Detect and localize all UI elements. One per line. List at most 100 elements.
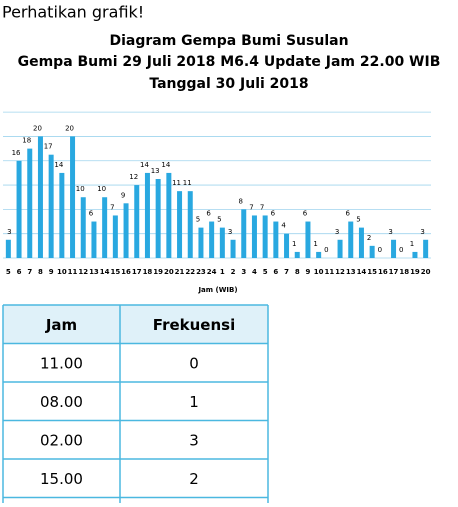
data-label: 3 xyxy=(420,228,424,236)
x-tick-label: 9 xyxy=(306,268,311,276)
table-cell: 0 xyxy=(189,354,199,372)
table-header-bg xyxy=(3,305,268,344)
x-tick-label: 18 xyxy=(399,268,409,276)
x-tick-label: 9 xyxy=(49,268,54,276)
x-tick-label: 13 xyxy=(346,268,356,276)
bar xyxy=(134,185,140,258)
bar xyxy=(262,215,268,258)
table-cell: 02.00 xyxy=(40,431,83,449)
bar xyxy=(230,239,236,258)
bar xyxy=(241,209,247,258)
data-label: 14 xyxy=(140,161,149,169)
x-tick-label: 11 xyxy=(324,268,334,276)
data-label: 11 xyxy=(172,179,181,187)
data-label: 0 xyxy=(399,246,403,254)
x-tick-label: 14 xyxy=(100,268,110,276)
x-tick-label: 18 xyxy=(143,268,153,276)
data-label: 6 xyxy=(303,210,308,218)
x-tick-label: 12 xyxy=(335,268,345,276)
data-label: 18 xyxy=(22,137,31,145)
data-label: 3 xyxy=(228,228,232,236)
x-tick-label: 8 xyxy=(295,268,300,276)
data-label: 6 xyxy=(271,210,276,218)
chart-title: Diagram Gempa Bumi Susulan xyxy=(109,33,348,49)
data-label: 0 xyxy=(378,246,382,254)
x-tick-label: 15 xyxy=(367,268,377,276)
data-label: 4 xyxy=(281,222,286,230)
data-label: 7 xyxy=(260,203,264,211)
bar xyxy=(102,197,108,258)
data-label: 17 xyxy=(44,143,53,151)
bar xyxy=(48,154,54,258)
data-label: 1 xyxy=(410,240,414,248)
x-tick-label: 8 xyxy=(38,268,43,276)
x-tick-label: 5 xyxy=(6,268,11,276)
bar xyxy=(70,136,76,258)
data-label: 7 xyxy=(110,203,114,211)
x-tick-label: 21 xyxy=(175,268,185,276)
bar xyxy=(37,136,43,258)
bar xyxy=(123,203,129,258)
data-label: 14 xyxy=(54,161,63,169)
x-tick-label: 7 xyxy=(27,268,32,276)
chart-title: Tanggal 30 Juli 2018 xyxy=(149,76,308,92)
data-label: 0 xyxy=(324,246,328,254)
table-cell: 2 xyxy=(189,470,199,488)
bar xyxy=(316,251,322,258)
bar xyxy=(391,239,397,258)
x-tick-label: 19 xyxy=(410,268,420,276)
data-label: 12 xyxy=(129,173,138,181)
x-tick-label: 3 xyxy=(241,268,246,276)
bar xyxy=(412,251,418,258)
bar xyxy=(112,215,118,258)
x-tick-label: 14 xyxy=(357,268,367,276)
table-cell: 3 xyxy=(189,431,199,449)
data-label: 11 xyxy=(183,179,192,187)
data-label: 10 xyxy=(76,185,85,193)
table-cell: 15.00 xyxy=(40,470,83,488)
data-label: 14 xyxy=(161,161,170,169)
x-tick-label: 16 xyxy=(121,268,131,276)
x-tick-label: 23 xyxy=(196,268,206,276)
x-tick-label: 6 xyxy=(17,268,22,276)
bar xyxy=(337,239,343,258)
bar xyxy=(166,172,172,258)
bar xyxy=(16,160,22,258)
data-label: 3 xyxy=(7,228,11,236)
bar xyxy=(423,239,429,258)
table-header: Jam xyxy=(45,316,77,334)
data-label: 8 xyxy=(239,197,243,205)
bar xyxy=(198,227,204,258)
x-tick-label: 7 xyxy=(284,268,289,276)
chart-title: Gempa Bumi 29 Juli 2018 M6.4 Update Jam … xyxy=(18,54,441,70)
table-cell: 1 xyxy=(189,393,199,411)
x-tick-label: 19 xyxy=(153,268,163,276)
data-label: 9 xyxy=(121,191,125,199)
bar xyxy=(219,227,225,258)
x-tick-label: 10 xyxy=(57,268,67,276)
x-tick-label: 17 xyxy=(132,268,142,276)
x-tick-label: 20 xyxy=(421,268,431,276)
x-tick-label: 5 xyxy=(263,268,268,276)
bar xyxy=(251,215,257,258)
data-label: 5 xyxy=(196,216,200,224)
table-cell: 08.00 xyxy=(40,393,83,411)
data-label: 6 xyxy=(89,210,94,218)
x-tick-label: 17 xyxy=(389,268,399,276)
data-label: 5 xyxy=(217,216,221,224)
x-tick-label: 20 xyxy=(164,268,174,276)
data-label: 6 xyxy=(346,210,351,218)
bar xyxy=(91,221,97,258)
x-tick-label: 2 xyxy=(231,268,236,276)
x-tick-label: 24 xyxy=(207,268,217,276)
x-axis-label: Jam (WIB) xyxy=(197,286,237,294)
x-tick-label: 15 xyxy=(110,268,120,276)
data-label: 1 xyxy=(313,240,317,248)
bar xyxy=(27,148,33,258)
bar xyxy=(358,227,364,258)
bar xyxy=(144,172,150,258)
bar xyxy=(5,239,11,258)
data-label: 20 xyxy=(33,124,42,132)
table-header: Frekuensi xyxy=(153,316,235,334)
bar xyxy=(177,191,183,258)
